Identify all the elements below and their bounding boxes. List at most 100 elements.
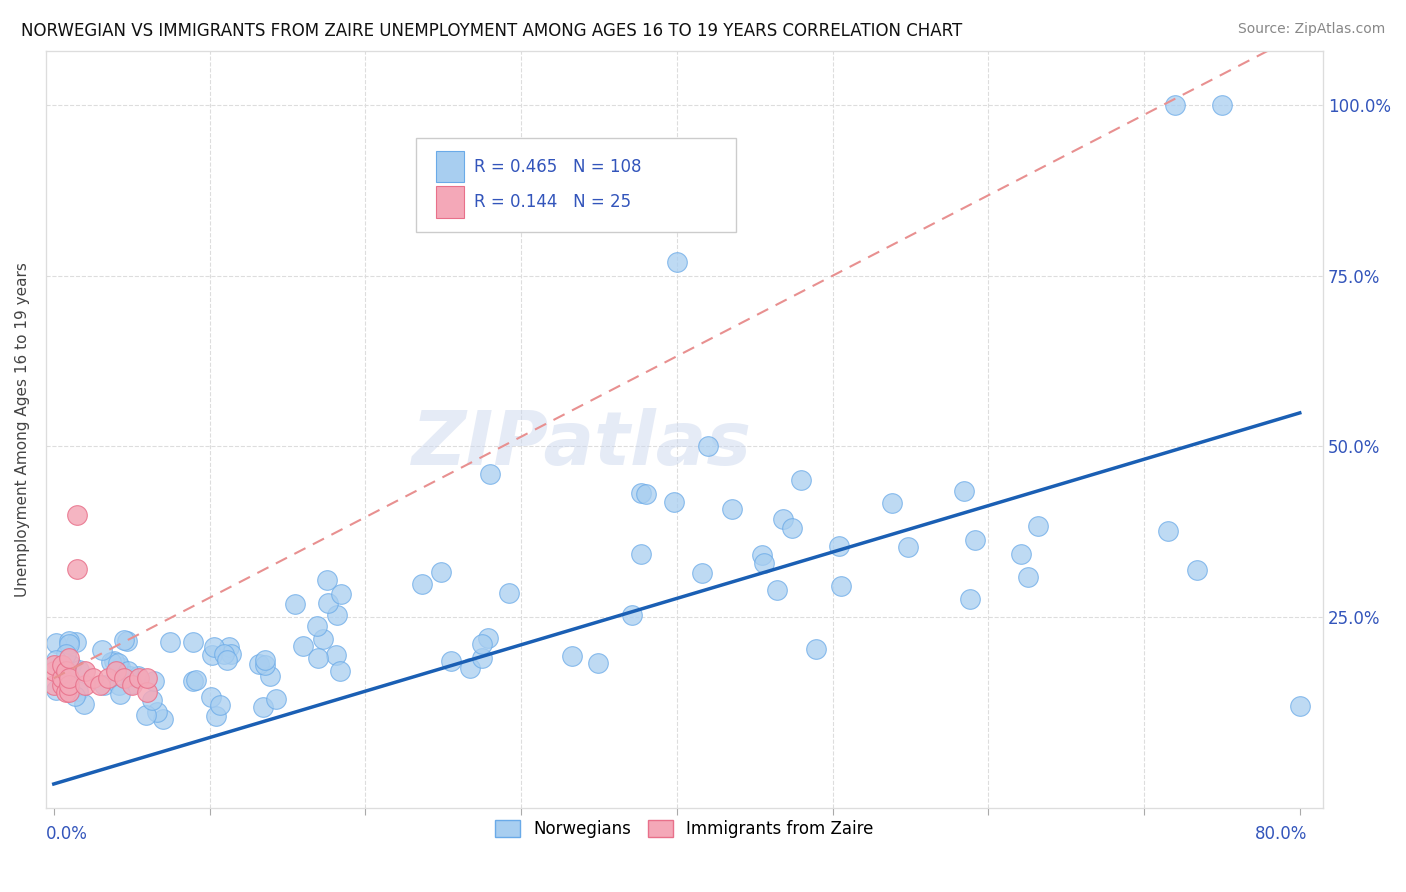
Point [588, 657, 610, 671]
Point [247, 657, 270, 671]
Point [58, 650, 80, 665]
Point [65, 635, 87, 649]
Point [42, 657, 65, 672]
Point [1010, 547, 1032, 561]
Point [103, 654, 125, 668]
Point [620, 608, 643, 623]
Point [55, 665, 77, 679]
Point [51, 671, 73, 685]
Point [284, 597, 307, 611]
Point [66, 562, 89, 576]
Point [82, 671, 104, 685]
Point [45, 636, 67, 650]
Point [135, 707, 157, 722]
Point [316, 596, 339, 610]
Bar [436, 186, 464, 218]
Point [181, 674, 204, 689]
Point [634, 487, 657, 501]
Point [471, 651, 494, 665]
Point [45, 653, 67, 667]
Point [411, 577, 433, 591]
Point [264, 692, 287, 706]
Point [766, 582, 789, 597]
Point [665, 255, 688, 269]
Text: Source: ZipAtlas.com: Source: ZipAtlas.com [1237, 22, 1385, 37]
Point [201, 648, 224, 663]
Point [159, 635, 181, 649]
Point [953, 484, 976, 499]
Point [136, 685, 159, 699]
Point [430, 565, 453, 579]
Point [963, 533, 986, 547]
Point [181, 635, 204, 649]
Point [120, 677, 142, 691]
Point [1288, 698, 1310, 713]
Point [141, 693, 163, 707]
Point [477, 631, 499, 645]
Point [1211, 98, 1233, 112]
Point [254, 658, 277, 673]
Point [291, 640, 314, 654]
Point [127, 669, 149, 683]
Point [121, 678, 143, 692]
Point [105, 665, 128, 679]
Point [498, 586, 520, 600]
Point [204, 709, 226, 723]
Text: 0.0%: 0.0% [46, 825, 87, 843]
Y-axis label: Unemployment Among Ages 16 to 19 years: Unemployment Among Ages 16 to 19 years [15, 262, 30, 597]
Point [52, 666, 75, 681]
Point [1164, 98, 1187, 112]
Point [45, 682, 67, 697]
Text: R = 0.465   N = 108: R = 0.465 N = 108 [474, 158, 641, 176]
Point [58, 678, 80, 692]
Bar [436, 151, 464, 183]
Point [58, 671, 80, 685]
Point [804, 642, 827, 657]
Point [112, 671, 135, 685]
Point [252, 700, 274, 714]
Point [254, 653, 277, 667]
Point [307, 619, 329, 633]
Point [259, 669, 281, 683]
Point [221, 647, 243, 661]
Point [316, 574, 339, 588]
Text: ZIPatlas: ZIPatlas [412, 408, 752, 481]
Point [55, 685, 77, 699]
Point [108, 660, 131, 674]
Point [42, 678, 65, 692]
Point [828, 539, 851, 553]
Point [73, 665, 96, 679]
Text: R = 0.144   N = 25: R = 0.144 N = 25 [474, 193, 631, 211]
Point [780, 521, 803, 535]
Point [117, 664, 139, 678]
Point [56, 667, 79, 681]
Legend: Norwegians, Immigrants from Zaire: Norwegians, Immigrants from Zaire [489, 814, 880, 845]
Point [218, 640, 240, 654]
Point [136, 671, 159, 685]
Point [630, 486, 652, 500]
Point [721, 502, 744, 516]
Point [90, 642, 112, 657]
Point [471, 637, 494, 651]
Point [115, 634, 138, 648]
Point [307, 651, 329, 665]
Point [51, 661, 73, 675]
Point [67, 663, 90, 677]
Point [73, 678, 96, 692]
Text: NORWEGIAN VS IMMIGRANTS FROM ZAIRE UNEMPLOYMENT AMONG AGES 16 TO 19 YEARS CORREL: NORWEGIAN VS IMMIGRANTS FROM ZAIRE UNEMP… [21, 22, 962, 40]
Point [108, 678, 131, 692]
Point [330, 587, 353, 601]
Point [630, 548, 652, 562]
Point [209, 698, 232, 712]
Point [1185, 563, 1208, 577]
Point [326, 608, 349, 623]
Point [561, 648, 583, 663]
Text: 80.0%: 80.0% [1256, 825, 1308, 843]
Point [93, 677, 115, 691]
Point [112, 633, 135, 648]
Point [325, 648, 347, 662]
Point [51, 678, 73, 692]
Point [67, 684, 90, 698]
Point [186, 673, 208, 688]
Point [128, 671, 150, 685]
